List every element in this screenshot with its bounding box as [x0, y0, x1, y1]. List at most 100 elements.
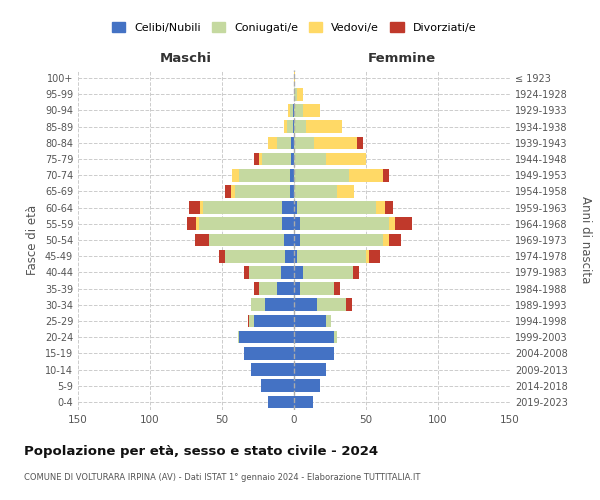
Bar	[284, 234, 294, 246]
Bar	[244, 347, 294, 360]
Bar	[353, 266, 359, 278]
Bar	[383, 169, 389, 181]
Bar	[294, 234, 300, 246]
Bar	[225, 185, 230, 198]
Bar	[337, 185, 355, 198]
Bar	[300, 234, 383, 246]
Bar	[346, 298, 352, 311]
Bar	[317, 298, 346, 311]
Bar	[314, 136, 358, 149]
Bar	[259, 282, 277, 295]
Bar	[294, 331, 334, 344]
Bar	[283, 218, 294, 230]
Bar	[294, 104, 302, 117]
Bar	[290, 104, 293, 117]
Bar	[294, 314, 326, 328]
Bar	[288, 104, 290, 117]
Bar	[389, 218, 395, 230]
Bar	[383, 234, 389, 246]
Bar	[250, 314, 254, 328]
Bar	[293, 104, 294, 117]
Bar	[300, 218, 389, 230]
Text: Maschi: Maschi	[160, 52, 212, 65]
Bar	[248, 314, 250, 328]
Bar	[235, 185, 290, 198]
Bar	[254, 314, 294, 328]
Bar	[294, 347, 334, 360]
Bar	[254, 282, 259, 295]
Bar	[230, 185, 235, 198]
Bar	[294, 88, 297, 101]
Bar	[305, 120, 341, 133]
Bar	[290, 169, 294, 181]
Bar	[199, 218, 283, 230]
Bar	[376, 202, 385, 214]
Bar	[294, 72, 295, 85]
Bar	[250, 266, 281, 278]
Bar	[277, 136, 291, 149]
Bar	[251, 363, 294, 376]
Bar	[366, 250, 369, 262]
Bar	[261, 380, 294, 392]
Bar	[326, 314, 331, 328]
Bar	[277, 282, 294, 295]
Bar	[294, 185, 337, 198]
Bar	[200, 202, 203, 214]
Bar	[251, 298, 265, 311]
Bar	[294, 298, 317, 311]
Text: Femmine: Femmine	[368, 52, 436, 65]
Bar	[297, 202, 376, 214]
Bar	[254, 152, 259, 166]
Bar	[244, 266, 250, 278]
Bar	[302, 266, 353, 278]
Bar	[291, 136, 294, 149]
Bar	[194, 234, 209, 246]
Bar	[302, 104, 320, 117]
Bar	[293, 120, 294, 133]
Bar	[349, 169, 383, 181]
Bar	[290, 185, 294, 198]
Bar	[294, 396, 313, 408]
Y-axis label: Fasce di età: Fasce di età	[26, 205, 39, 275]
Bar	[225, 250, 286, 262]
Bar	[281, 266, 294, 278]
Bar	[239, 169, 290, 181]
Bar	[297, 88, 302, 101]
Bar	[196, 218, 199, 230]
Bar	[268, 396, 294, 408]
Bar	[294, 152, 326, 166]
Bar	[189, 202, 200, 214]
Bar	[294, 266, 302, 278]
Bar	[265, 298, 294, 311]
Bar	[203, 202, 283, 214]
Bar	[209, 234, 284, 246]
Bar	[297, 250, 366, 262]
Bar	[294, 169, 349, 181]
Bar	[326, 152, 366, 166]
Bar	[262, 152, 291, 166]
Bar	[334, 282, 340, 295]
Bar	[395, 218, 412, 230]
Bar	[294, 282, 300, 295]
Bar	[294, 202, 297, 214]
Bar	[259, 152, 262, 166]
Bar	[300, 282, 334, 295]
Bar	[219, 250, 225, 262]
Bar	[232, 169, 239, 181]
Text: COMUNE DI VOLTURARA IRPINA (AV) - Dati ISTAT 1° gennaio 2024 - Elaborazione TUTT: COMUNE DI VOLTURARA IRPINA (AV) - Dati I…	[24, 472, 421, 482]
Bar	[294, 363, 326, 376]
Bar	[358, 136, 363, 149]
Y-axis label: Anni di nascita: Anni di nascita	[579, 196, 592, 284]
Bar	[187, 218, 196, 230]
Bar	[294, 120, 305, 133]
Bar	[294, 250, 297, 262]
Bar	[284, 120, 287, 133]
Bar	[294, 136, 314, 149]
Bar	[385, 202, 394, 214]
Bar	[369, 250, 380, 262]
Bar	[283, 202, 294, 214]
Bar	[334, 331, 337, 344]
Legend: Celibi/Nubili, Coniugati/e, Vedovi/e, Divorziati/e: Celibi/Nubili, Coniugati/e, Vedovi/e, Di…	[107, 18, 481, 37]
Bar	[286, 250, 294, 262]
Bar	[239, 331, 294, 344]
